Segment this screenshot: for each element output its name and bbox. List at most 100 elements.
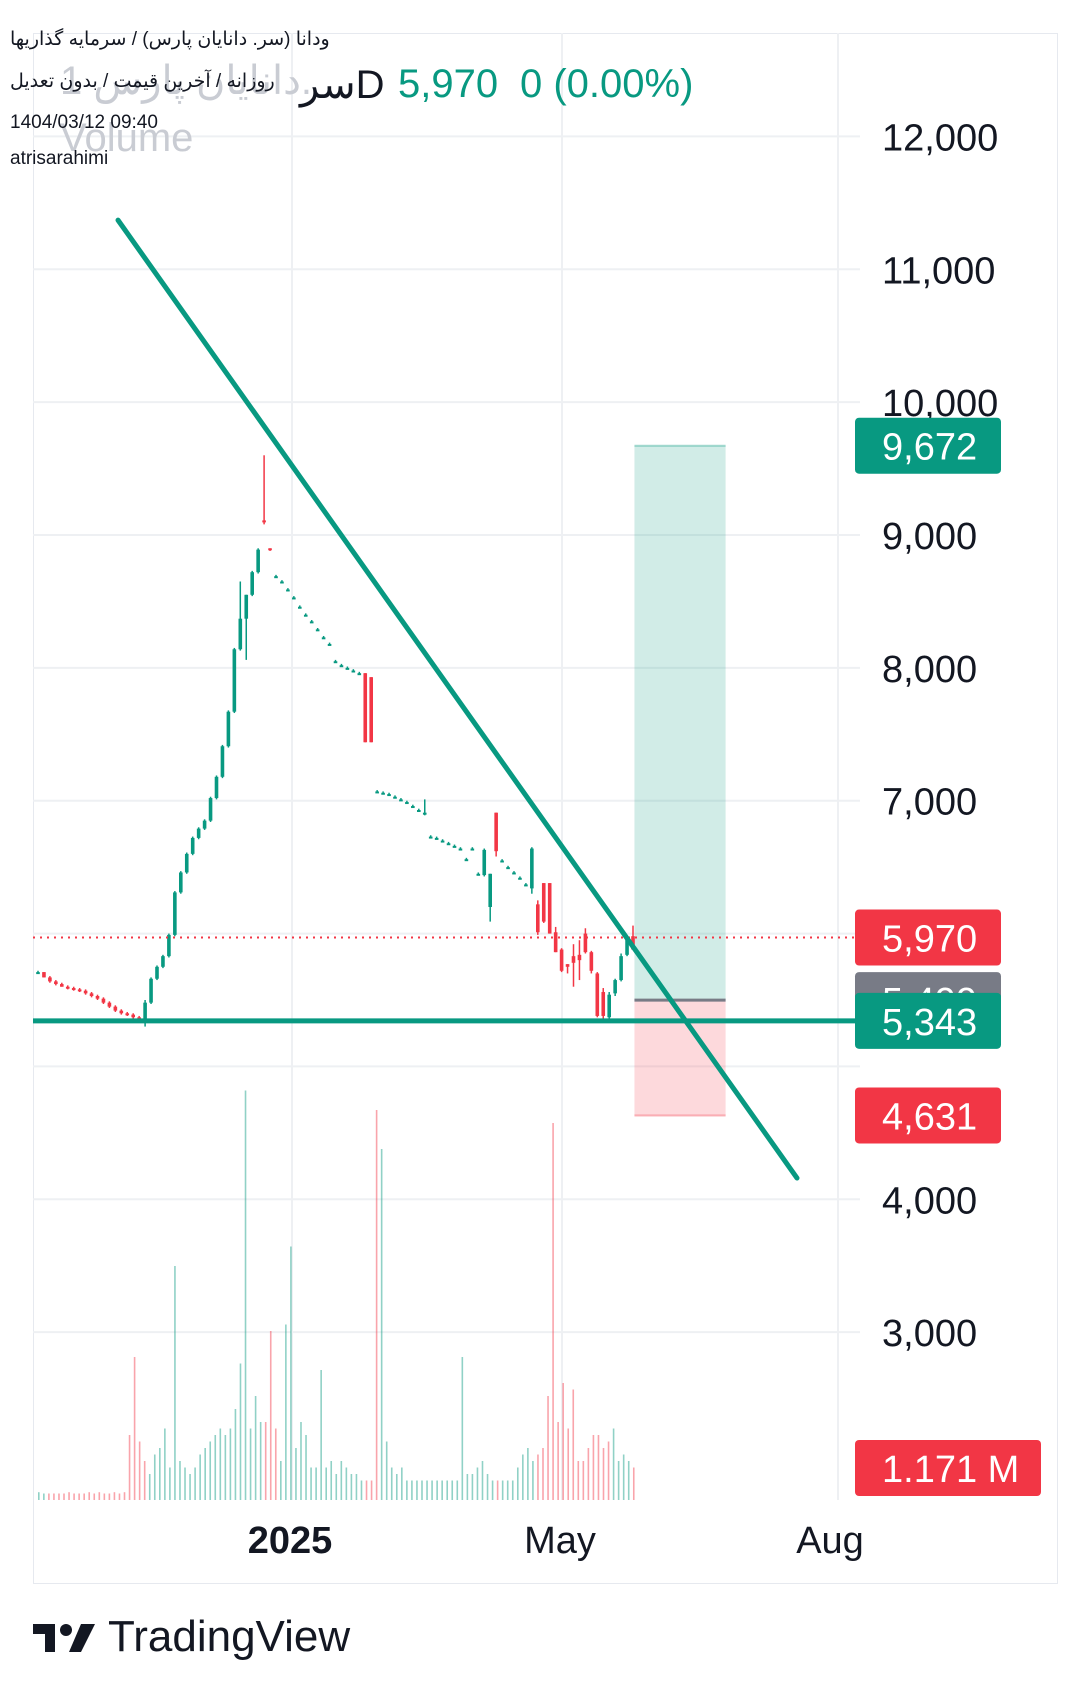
candle [434,836,439,840]
candle-body [125,1013,130,1016]
candle-body [143,1002,147,1020]
volume-bar [466,1474,469,1500]
volume-bar [375,1110,378,1500]
time-axis[interactable]: 2025 May Aug [248,1520,864,1562]
candle-body [54,981,58,985]
volume-bar [532,1461,534,1500]
candle [149,977,153,1004]
candle-body [131,1014,135,1018]
volume-bar [285,1324,287,1500]
volume-tag: 1.171 M [855,1440,1041,1496]
candle-body [256,549,260,573]
candle [286,588,290,592]
volume-bar [582,1461,585,1500]
candle [190,836,195,856]
candle-body [292,597,296,600]
tradingview-brand[interactable]: TradingView [108,1612,351,1661]
candle-body [113,1006,118,1011]
volume-bar [516,1467,519,1500]
volume-bar [511,1480,514,1500]
volume-bar [214,1435,217,1500]
candle-body [482,849,487,876]
candle [42,972,46,978]
candle-body [446,843,451,846]
candle [226,710,231,748]
volume-bar [264,1422,267,1500]
volume-bar [224,1435,227,1500]
candle-body [327,643,332,646]
volume-bar [103,1493,106,1500]
candle-body [333,661,338,664]
volume-tag-label: 1.171 M [882,1449,1019,1491]
candle-body [583,933,588,953]
candle-body [36,972,40,975]
candlestick-chart[interactable]: 12,00011,00010,0009,0008,0007,0004,0003,… [0,0,1083,1600]
volume-bar [622,1454,625,1500]
candle [202,819,207,830]
candle [179,871,183,894]
candle [83,989,88,995]
candle [244,594,249,660]
candle [357,671,362,676]
candle [274,574,278,579]
candle-body [524,884,528,887]
candle-body [250,572,254,595]
candle [530,847,534,894]
volume-bar [335,1474,338,1500]
candle-body [601,992,606,1016]
candle [482,848,487,877]
candle-body [553,932,558,953]
volume-bar [259,1422,262,1500]
candle [363,673,368,743]
candle [161,954,165,969]
candle [541,883,546,923]
price-axis[interactable]: 12,00011,00010,0009,0008,0007,0004,0003,… [855,117,1041,1496]
volume-bar [552,1123,554,1500]
volume-bar [113,1492,116,1500]
candle-body [262,520,266,523]
volume-bar [199,1454,201,1500]
volume-bar [345,1467,348,1500]
candle-body [613,980,617,994]
volume-bar [239,1363,242,1500]
price-tag: 4,631 [855,1087,1001,1144]
candle-body [470,848,475,851]
candle [369,677,373,743]
candle-body [220,746,225,777]
candle-body [422,812,427,815]
volume-bar [451,1480,454,1500]
candle-body [77,989,82,992]
candle [89,992,94,998]
candle-body [89,993,94,997]
volume-bar [98,1492,101,1500]
candle-body [417,810,421,813]
candle [381,791,385,795]
candle [95,994,100,1000]
tradingview-logo-icon[interactable] [33,1620,97,1660]
candle-body [60,984,64,987]
candle [303,613,308,617]
candle-body [286,589,290,592]
candle [184,852,189,874]
volume-bar [627,1461,630,1500]
candle-body [357,673,362,676]
volume-bar [360,1480,363,1500]
ghost-volume-label: Volume [60,116,194,160]
timestamp: 1404/03/12 09:40 [10,112,158,133]
price-tag-label: 5,343 [882,1002,977,1044]
volume-bar [461,1357,464,1500]
candle-body [268,548,272,551]
x-tick-label: 2025 [248,1520,333,1562]
volume-bar [537,1454,539,1500]
candle [613,978,617,997]
volume-bar [310,1467,312,1500]
volume-bar [476,1467,479,1500]
price-tag: 9,672 [855,417,1001,474]
author-name[interactable]: atrisarahimi [10,148,109,169]
candle [125,1011,130,1016]
drawing-lines[interactable] [33,217,860,1181]
volume-bar [441,1480,443,1500]
volume-bar [269,1331,272,1500]
candle [119,1009,124,1015]
candle [601,988,606,1019]
